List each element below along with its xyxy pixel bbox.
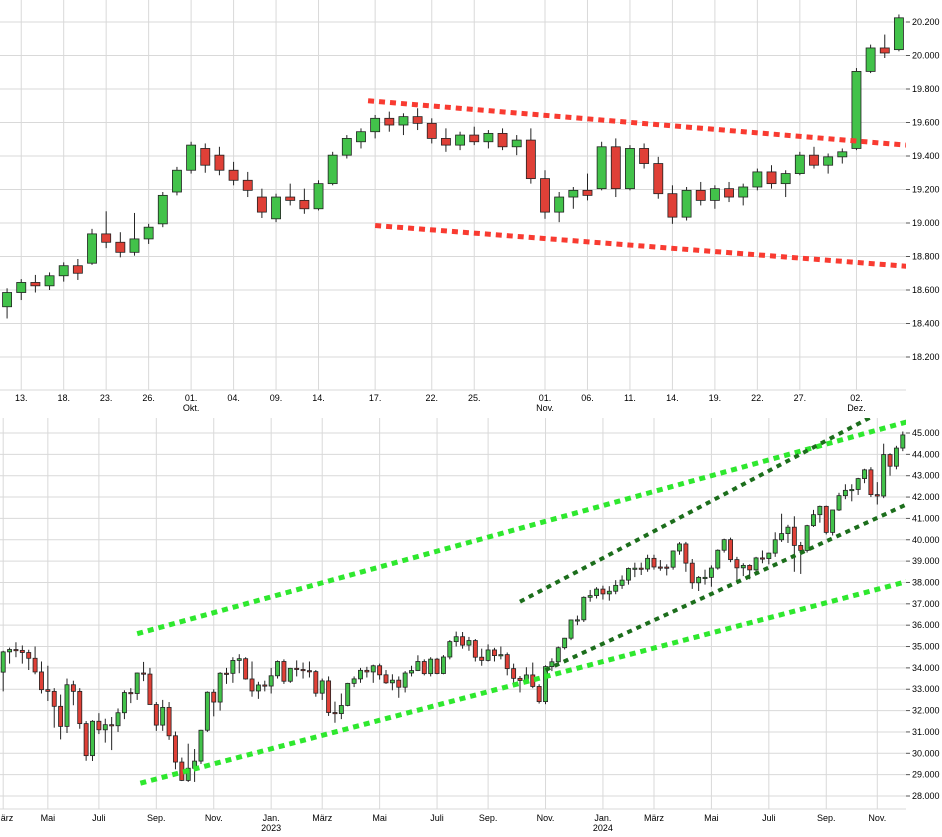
x-axis-label: 22. <box>426 393 439 403</box>
y-axis-label: 18.600 <box>912 285 940 295</box>
y-axis-label: 41.000 <box>912 513 940 523</box>
x-axis-label: 14. <box>666 393 679 403</box>
y-axis-label: 42.000 <box>912 492 940 502</box>
x-axis-label: Jan. <box>594 813 611 823</box>
x-axis-sublabel: 2023 <box>261 823 281 833</box>
x-axis-label: 17. <box>369 393 382 403</box>
x-axis-label: 13. <box>15 393 28 403</box>
y-axis-label: 37.000 <box>912 599 940 609</box>
y-axis-label: 31.000 <box>912 727 940 737</box>
x-axis-label: Jan. <box>263 813 280 823</box>
y-axis-label: 19.600 <box>912 118 940 128</box>
y-axis-label: 19.400 <box>912 151 940 161</box>
y-axis-label: 19.800 <box>912 84 940 94</box>
x-axis-label: 06. <box>581 393 594 403</box>
y-axis-label: 43.000 <box>912 471 940 481</box>
y-axis-label: 44.000 <box>912 449 940 459</box>
x-axis-label: Nov. <box>537 813 555 823</box>
y-axis-label: 35.000 <box>912 642 940 652</box>
y-axis-label: 39.000 <box>912 556 940 566</box>
y-axis-label: 28.000 <box>912 791 940 801</box>
grid-lines <box>0 418 910 810</box>
candles <box>0 431 906 782</box>
x-axis-label: Nov. <box>868 813 886 823</box>
x-axis-label: 02. <box>850 393 863 403</box>
x-axis-label: März <box>644 813 664 823</box>
x-axis-label: 27. <box>794 393 807 403</box>
x-axis-sublabel: 2024 <box>593 823 613 833</box>
x-axis-label: 26. <box>142 393 155 403</box>
grid-lines <box>0 0 910 391</box>
y-axis-label: 38.000 <box>912 577 940 587</box>
x-axis-label: Mai <box>41 813 56 823</box>
x-axis-label: 19. <box>709 393 722 403</box>
x-axis-label: 22. <box>751 393 764 403</box>
x-axis-label: 04. <box>227 393 240 403</box>
y-axis-label: 40.000 <box>912 535 940 545</box>
x-axis-label: Juli <box>430 813 444 823</box>
x-axis-label: Juli <box>92 813 106 823</box>
y-axis-label: 18.400 <box>912 319 940 329</box>
candles <box>2 14 904 319</box>
y-axis-label: 18.800 <box>912 252 940 262</box>
x-axis-label: 14. <box>312 393 325 403</box>
x-axis-label: Mai <box>372 813 387 823</box>
y-axis-label: 30.000 <box>912 748 940 758</box>
descending-channel-lower <box>374 223 906 269</box>
y-axis-label: 20.200 <box>912 17 940 27</box>
y-axis-label: 19.200 <box>912 185 940 195</box>
ascending-channel-lower <box>139 579 906 786</box>
y-axis-label: 34.000 <box>912 663 940 673</box>
x-axis-label: Mai <box>704 813 719 823</box>
descending-channel-upper <box>367 98 906 148</box>
daily-candlestick-chart-panel: 20.200 20.000 19.800 19.600 19.400 19.200 19.0… <box>0 0 942 418</box>
x-axis-sublabel: Dez. <box>847 403 866 413</box>
y-axis-label: 29.000 <box>912 770 940 780</box>
x-axis-sublabel: Okt. <box>183 403 200 413</box>
x-axis-label: 09. <box>270 393 283 403</box>
y-axis-label: 36.000 <box>912 620 940 630</box>
x-axis-label: Sep. <box>817 813 836 823</box>
x-axis-label: März <box>0 813 14 823</box>
daily-candlestick-chart: 20.20020.00019.80019.60019.40019.20019.0… <box>0 0 940 413</box>
y-axis-label: 45.000 <box>912 428 940 438</box>
y-axis-label: 33.000 <box>912 684 940 694</box>
x-axis-label: Sep. <box>147 813 166 823</box>
y-axis-label: 32.000 <box>912 706 940 716</box>
x-axis-label: 01. <box>185 393 198 403</box>
steep-trend-lower <box>544 502 906 672</box>
steep-trend-upper <box>519 418 874 604</box>
weekly-candlestick-chart: 45.000 44.000 43.000 42.000 41.000 40.000 39.0… <box>0 418 940 833</box>
x-axis-label: 23. <box>100 393 113 403</box>
y-axis-label: 19.000 <box>912 218 940 228</box>
ascending-channel-upper <box>136 419 906 637</box>
x-axis-label: 18. <box>57 393 70 403</box>
y-axis-label: 20.000 <box>912 51 940 61</box>
x-axis-label: 01. <box>539 393 552 403</box>
trendlines <box>136 418 906 786</box>
x-axis-label: Nov. <box>205 813 223 823</box>
x-axis-sublabel: Nov. <box>536 403 554 413</box>
x-axis-label: Juli <box>762 813 776 823</box>
trendlines <box>367 98 906 269</box>
x-axis-label: 25. <box>468 393 481 403</box>
weekly-candlestick-chart-panel: 45.000 44.000 43.000 42.000 41.000 40.000 39.0… <box>0 418 942 837</box>
y-axis-label: 18.200 <box>912 352 940 362</box>
x-axis-label: Sep. <box>479 813 498 823</box>
x-axis-label: März <box>312 813 332 823</box>
x-axis-label: 11. <box>624 393 636 403</box>
